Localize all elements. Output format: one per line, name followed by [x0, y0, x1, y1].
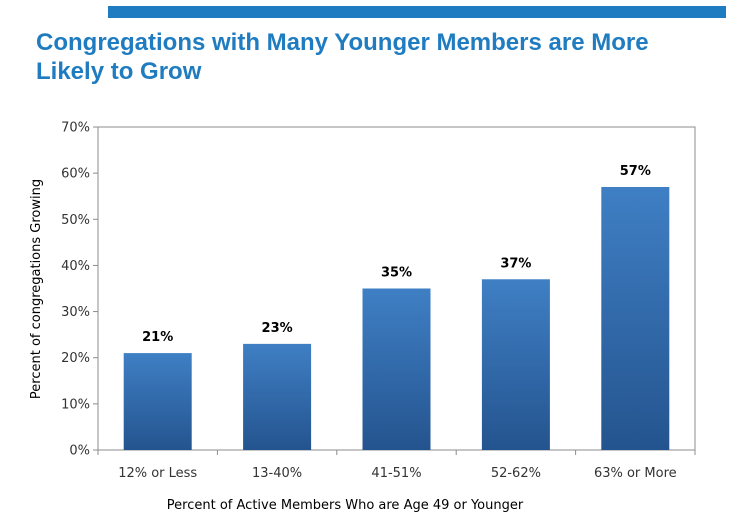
- y-tick-label: 50%: [61, 213, 90, 228]
- page-title: Congregations with Many Younger Members …: [36, 29, 649, 85]
- data-label: 35%: [381, 266, 412, 281]
- y-tick-label: 70%: [61, 121, 90, 136]
- bar: [481, 279, 550, 450]
- bar: [243, 343, 312, 450]
- bar: [362, 288, 431, 450]
- x-tick-label: 41-51%: [371, 466, 421, 481]
- x-tick-label: 13-40%: [252, 466, 302, 481]
- y-axis-title: Percent of congregations Growing: [29, 179, 44, 399]
- y-tick-label: 10%: [61, 397, 90, 412]
- data-label: 23%: [262, 321, 293, 336]
- y-tick-label: 40%: [61, 259, 90, 274]
- data-label: 37%: [500, 256, 531, 271]
- x-tick-label: 12% or Less: [118, 466, 197, 481]
- bar: [123, 353, 192, 450]
- y-tick-label: 60%: [61, 167, 90, 182]
- bar: [601, 186, 670, 450]
- data-label: 21%: [142, 330, 173, 345]
- y-tick-label: 0%: [69, 444, 90, 459]
- data-label: 57%: [620, 164, 651, 179]
- y-tick-label: 30%: [61, 305, 90, 320]
- x-axis-title: Percent of Active Members Who are Age 49…: [167, 498, 524, 513]
- x-tick-label: 52-62%: [491, 466, 541, 481]
- x-tick-label: 63% or More: [594, 466, 677, 481]
- header-accent-bar: [108, 6, 726, 18]
- y-tick-label: 20%: [61, 351, 90, 366]
